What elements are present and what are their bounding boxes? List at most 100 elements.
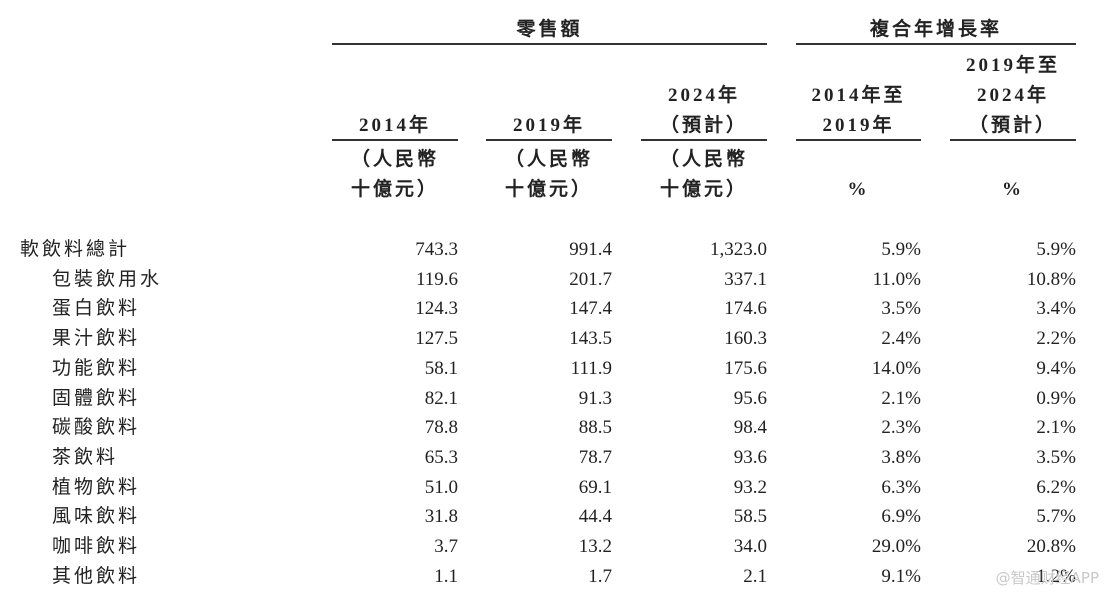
cell: 69.1: [578, 476, 612, 498]
row-label: 碳酸飲料: [52, 417, 141, 439]
cell: 6.3%: [881, 476, 921, 498]
column-header: 2019年: [512, 115, 585, 136]
column-header: 2014年至: [811, 85, 906, 106]
column-rule: [486, 139, 612, 141]
column-header: （預計）: [659, 115, 748, 136]
cell: 160.3: [724, 328, 767, 350]
column-rule: [796, 139, 921, 141]
cell: 124.3: [415, 298, 458, 320]
cell: 11.0%: [872, 268, 921, 290]
column-unit: 十億元）: [659, 179, 748, 200]
column-rule: [950, 139, 1076, 141]
column-rule: [641, 139, 767, 141]
row-label: 風味飲料: [52, 506, 141, 528]
cell: 6.2%: [1036, 476, 1076, 498]
cell: 119.6: [415, 268, 458, 290]
column-header: 2024年: [976, 85, 1049, 106]
cell: 3.8%: [881, 446, 921, 468]
cell: 91.3: [578, 387, 612, 409]
column-unit: （人民幣: [350, 149, 439, 170]
column-rule: [332, 139, 458, 141]
cell: 743.3: [415, 239, 458, 260]
row-label: 包裝飲用水: [52, 268, 163, 290]
cell: 1,323.0: [710, 239, 767, 260]
cell: 9.1%: [881, 565, 921, 587]
row-label: 其他飲料: [52, 565, 141, 587]
cell: 337.1: [724, 268, 767, 290]
group-header: 零售額: [516, 19, 583, 40]
cell: 3.7: [434, 536, 458, 557]
row-label: 功能飲料: [52, 357, 141, 379]
row-label: 植物飲料: [52, 476, 141, 498]
cell: 29.0%: [871, 536, 921, 557]
cell: 31.8: [424, 506, 458, 528]
cell: 78.8: [424, 417, 458, 439]
row-label: 果汁飲料: [52, 328, 141, 350]
column-header: 2014年: [358, 115, 431, 136]
group-rule: [332, 43, 767, 45]
row-label: 固體飲料: [52, 387, 141, 409]
cell: 111.9: [570, 357, 612, 379]
cell: 143.5: [569, 328, 612, 350]
row-label: 軟飲料總計: [20, 239, 131, 260]
column-header: （預計）: [968, 115, 1057, 136]
cell: 5.7%: [1036, 506, 1076, 528]
cell: 5.9%: [881, 239, 921, 260]
cell: 93.2: [733, 476, 767, 498]
cell: 93.6: [733, 446, 767, 468]
row-label: 蛋白飲料: [52, 298, 141, 320]
cell: 5.9%: [1036, 239, 1076, 260]
cell: 10.8%: [1026, 268, 1076, 290]
cell: 175.6: [724, 357, 767, 379]
cell: 1.1: [434, 565, 458, 587]
cell: 95.6: [733, 387, 767, 409]
cell: 6.9%: [881, 506, 921, 528]
cell: 58.1: [424, 357, 458, 379]
watermark: @智通财经APP: [995, 569, 1099, 587]
row-label: 咖啡飲料: [52, 536, 141, 557]
cell: 127.5: [415, 328, 458, 350]
row-label: 茶飲料: [52, 446, 119, 468]
cell: 991.4: [569, 239, 612, 260]
cell: 51.0: [424, 476, 458, 498]
column-header: 2019年: [822, 115, 895, 136]
cell: 14.0%: [871, 357, 921, 379]
cell: 13.2: [578, 536, 612, 557]
cell: 1.2%: [1036, 565, 1076, 587]
cell: 2.1%: [881, 387, 921, 409]
cell: 98.4: [733, 417, 767, 439]
cell: 2.3%: [881, 417, 921, 439]
cell: 34.0: [733, 536, 767, 557]
cell: 9.4%: [1036, 357, 1076, 379]
cell: 174.6: [724, 298, 767, 320]
column-unit: %: [1002, 179, 1024, 200]
column-unit: （人民幣: [504, 149, 593, 170]
cell: 201.7: [569, 268, 612, 290]
cell: 147.4: [569, 298, 612, 320]
cell: 3.4%: [1036, 298, 1076, 320]
cell: 82.1: [424, 387, 458, 409]
column-unit: （人民幣: [659, 149, 748, 170]
column-unit: %: [847, 179, 870, 200]
cell: 58.5: [733, 506, 767, 528]
cell: 2.1: [743, 565, 767, 587]
column-header: 2024年: [667, 85, 740, 106]
cell: 2.4%: [881, 328, 921, 350]
column-unit: 十億元）: [504, 179, 593, 200]
cell: 78.7: [578, 446, 612, 468]
cell: 65.3: [424, 446, 458, 468]
cell: 44.4: [578, 506, 612, 528]
cell: 2.1%: [1036, 417, 1076, 439]
cell: 0.9%: [1036, 387, 1076, 409]
cell: 3.5%: [881, 298, 921, 320]
cell: 20.8%: [1026, 536, 1076, 557]
cell: 1.7: [588, 565, 612, 587]
group-rule: [796, 43, 1076, 45]
group-header: 複合年增長率: [869, 19, 1002, 40]
column-header: 2019年至: [965, 55, 1060, 76]
cell: 88.5: [578, 417, 612, 439]
column-unit: 十億元）: [350, 179, 439, 200]
cell: 2.2%: [1036, 328, 1076, 350]
cell: 3.5%: [1036, 446, 1076, 468]
